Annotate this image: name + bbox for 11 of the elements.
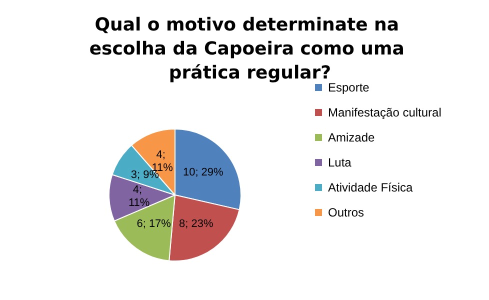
data-label: 10; 29% (182, 166, 224, 179)
data-label: 6; 17% (136, 218, 172, 230)
data-label: 4; 11% (128, 184, 150, 210)
legend-label: Manifestação cultural (328, 106, 442, 120)
chart-title: Qual o motivo determinate na escolha da Capoeira como uma prática regular? (89, 14, 411, 84)
data-label: 8; 23% (179, 218, 214, 230)
legend-label: Esporte (328, 80, 370, 94)
legend-label: Atividade Física (328, 180, 414, 194)
legend-label: Luta (328, 156, 352, 170)
legend-label: Amizade (328, 130, 376, 144)
legend-label: Outros (328, 206, 364, 220)
